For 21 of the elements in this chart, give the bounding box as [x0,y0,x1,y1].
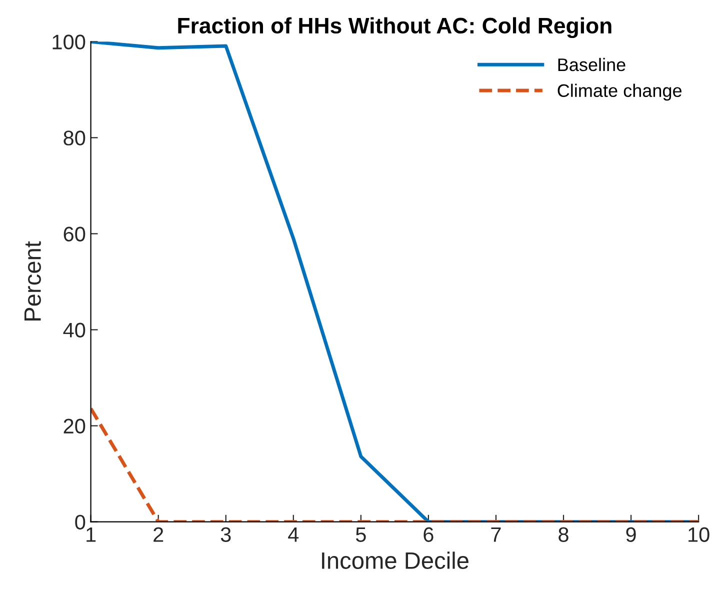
x-tick-label: 3 [220,527,231,542]
y-tick-label: 80 [64,130,86,146]
x-tick-label: 2 [154,527,164,542]
x-tick-label: 10 [688,527,710,542]
chart-title: Fraction of HHs Without AC: Cold Region [178,17,612,38]
x-tick-label: 4 [288,527,299,542]
x-axis-title: Income Decile [322,552,468,569]
x-tick-label: 8 [558,527,568,542]
y-axis-title: Percent [24,241,41,320]
x-tick-label: 9 [626,527,636,542]
y-tick-label: 20 [64,418,86,434]
x-tick-label: 7 [491,527,501,542]
y-tick-label: 100 [52,34,86,50]
legend-label: Climate change [558,84,682,101]
y-tick-label: 60 [64,226,86,242]
y-tick-label: 40 [63,322,86,338]
legend-label: Baseline [558,58,626,72]
x-tick-label: 6 [424,527,434,542]
x-tick-label: 1 [86,527,96,542]
x-tick-label: 5 [356,527,366,542]
y-tick-label: 0 [75,514,86,530]
